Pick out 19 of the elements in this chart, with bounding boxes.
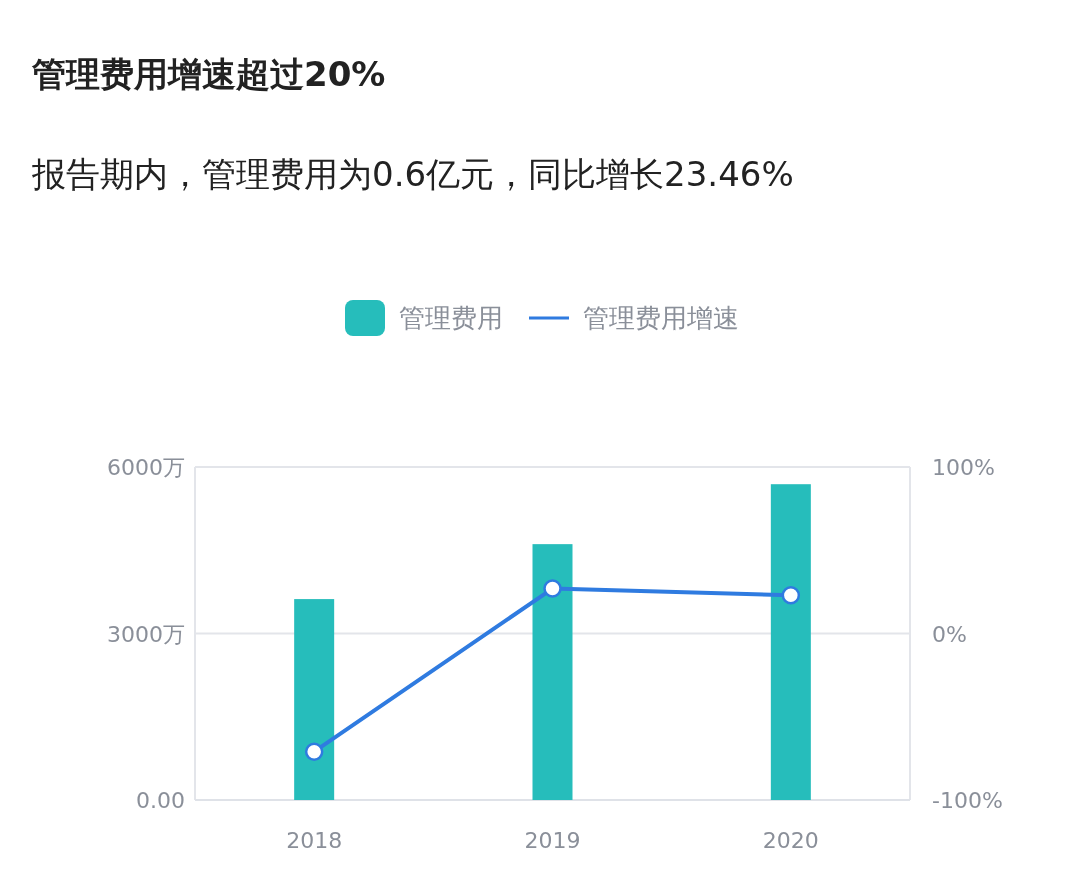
point: [543, 579, 562, 598]
point: [304, 742, 324, 761]
y-tick-label: 3000万: [107, 621, 185, 647]
y2-tick-label: 100%: [932, 455, 995, 480]
chart-title: 管理费用增速超过20%: [31, 54, 386, 94]
bar: [532, 544, 573, 800]
point: [781, 585, 801, 605]
legend-label: 管理费用: [399, 303, 503, 333]
y-tick-label: 6000万: [107, 455, 185, 480]
x-tick-label: 2018: [286, 828, 343, 853]
y2-tick-label: -100%: [932, 788, 1003, 813]
legend-label: 管理费用增速: [583, 303, 739, 333]
bar: [770, 484, 811, 800]
bar: [294, 599, 335, 800]
x-tick-label: 2020: [762, 828, 819, 853]
y2-tick-label: 0%: [932, 621, 967, 647]
y-tick-label: 0.00: [136, 788, 185, 813]
x-tick-label: 2019: [524, 828, 581, 853]
chart-subtitle: 报告期内，管理费用为0.6亿元，同比增长23.46%: [31, 154, 794, 194]
